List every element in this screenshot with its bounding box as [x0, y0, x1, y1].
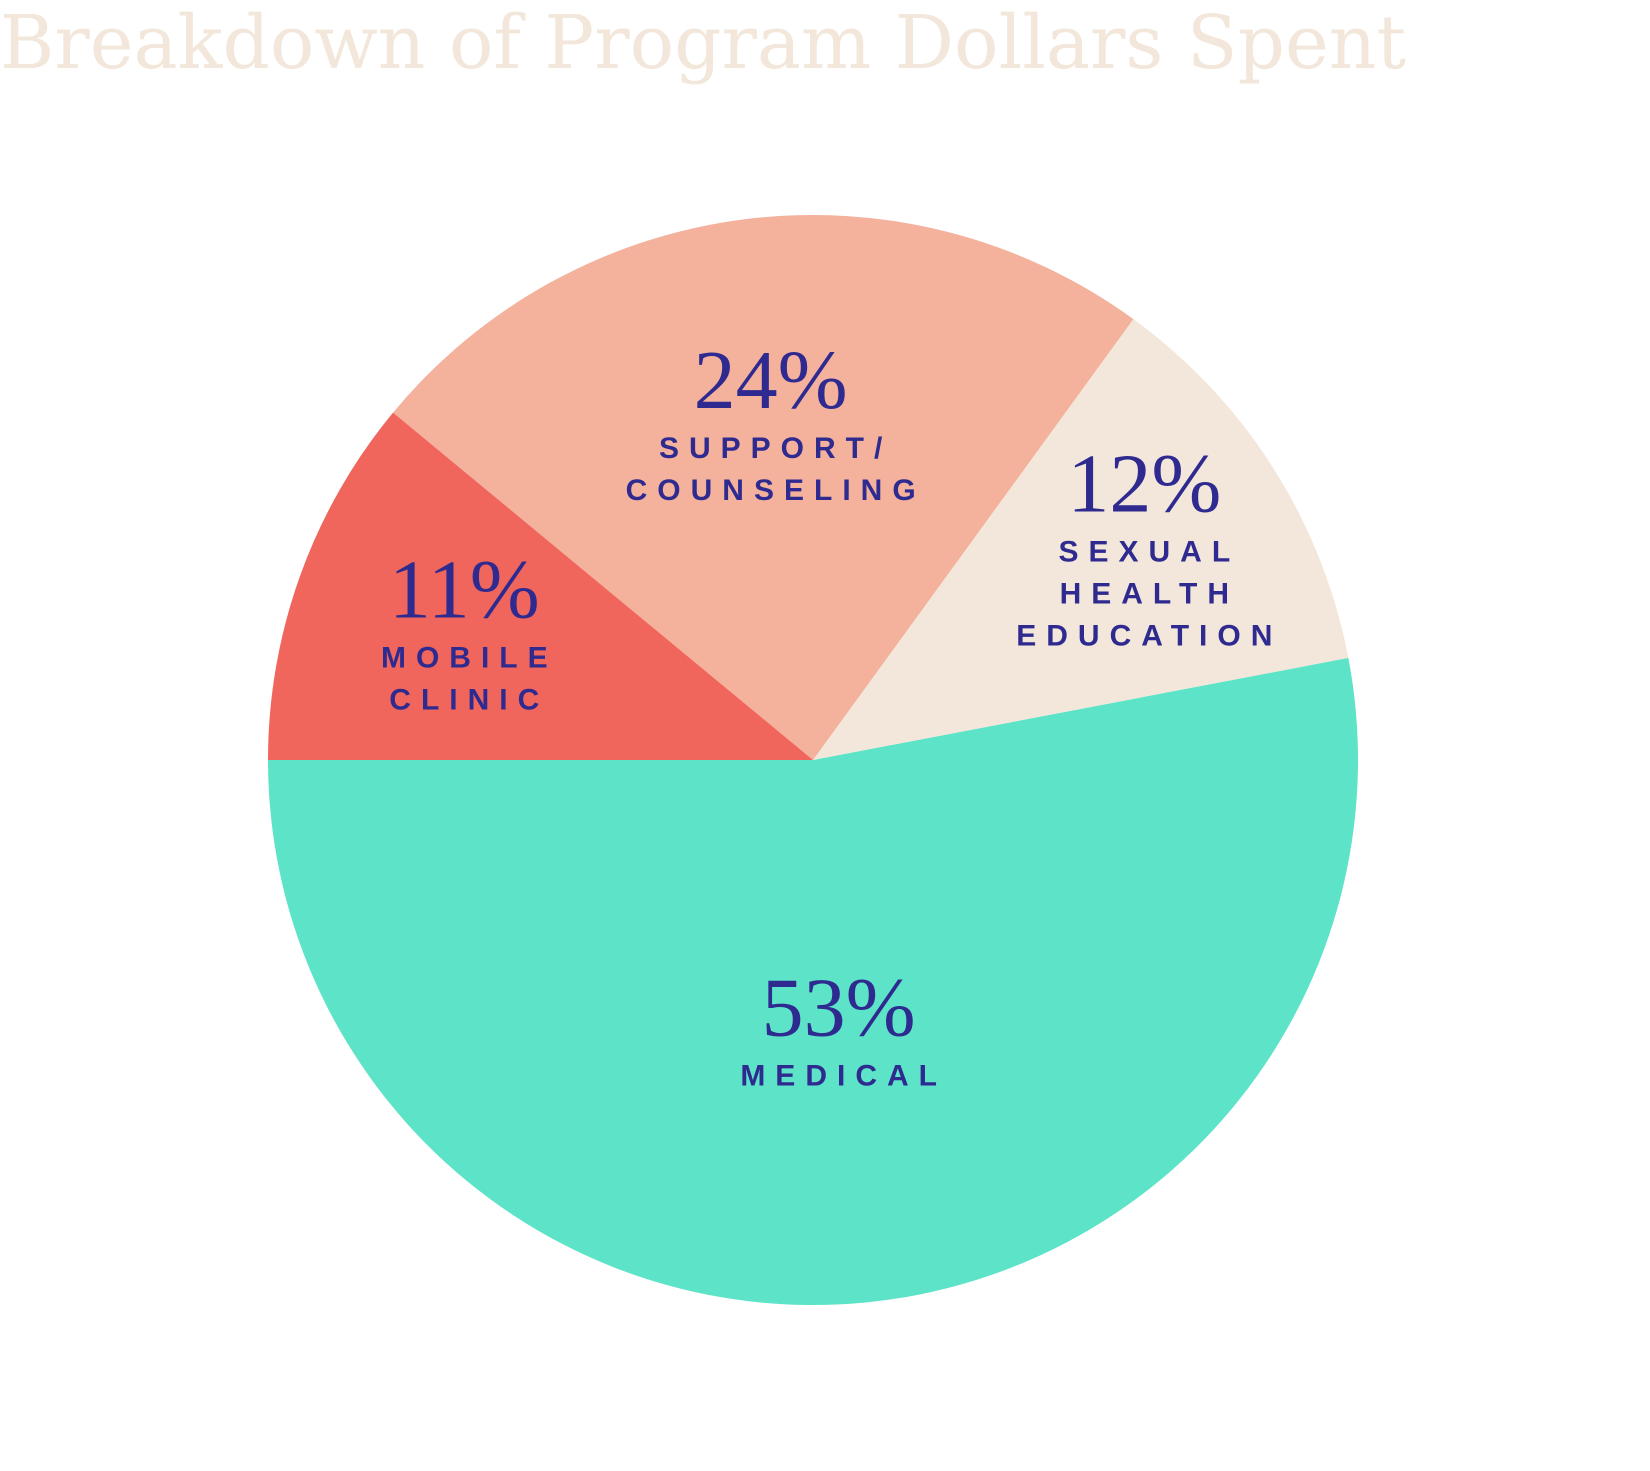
value-label: 53%	[762, 961, 916, 1054]
category-label: CLINIC	[389, 683, 549, 716]
value-label: 12%	[1067, 438, 1221, 531]
pie-slice	[268, 412, 813, 760]
category-label: SEXUAL	[1058, 536, 1240, 569]
category-label: MOBILE	[381, 641, 558, 674]
category-label: HEALTH	[1060, 578, 1239, 611]
value-label: 24%	[694, 334, 848, 427]
chart-title: Breakdown of Program Dollars Spent	[0, 0, 1406, 86]
category-label: SUPPORT/	[659, 432, 892, 465]
pie-slice	[813, 319, 1349, 760]
pie-slice	[268, 657, 1358, 1305]
category-label: EDUCATION	[1016, 620, 1282, 653]
value-label: 11%	[389, 543, 540, 636]
category-label: MEDICAL	[740, 1059, 947, 1092]
category-label: COUNSELING	[626, 474, 926, 507]
pie-slice	[393, 214, 1134, 761]
